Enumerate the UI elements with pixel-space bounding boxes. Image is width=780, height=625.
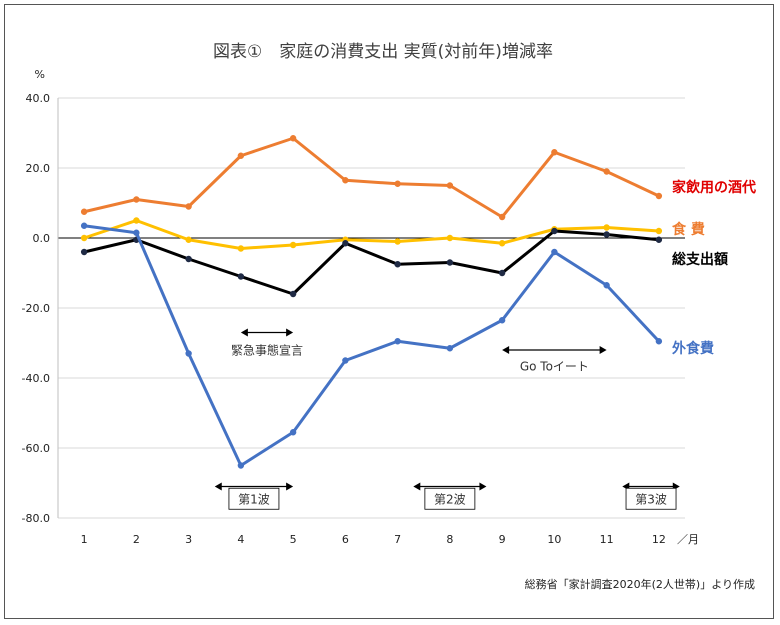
chart-title: 図表① 家庭の消費支出 実質(対前年)増減率 — [213, 42, 553, 62]
chart-frame: 図表① 家庭の消費支出 実質(対前年)増減率 % ／月 総務省「家計調査2020… — [4, 4, 774, 619]
data-point — [394, 238, 401, 245]
annotation: 第3波 — [622, 482, 680, 510]
series-line — [83, 136, 660, 219]
annotation-arrow-head-right — [479, 482, 487, 491]
data-point — [394, 180, 401, 187]
x-tick-label: 3 — [185, 533, 192, 546]
data-point — [551, 149, 558, 156]
x-tick-label: 2 — [133, 533, 140, 546]
data-point — [80, 222, 88, 229]
line-chart: 図表① 家庭の消費支出 実質(対前年)増減率 % ／月 総務省「家計調査2020… — [22, 42, 756, 591]
y-tick-label: -60.0 — [22, 442, 50, 455]
data-point — [551, 227, 558, 235]
y-tick-label: 20.0 — [26, 162, 51, 175]
annotation: 緊急事態宣言 — [231, 328, 303, 358]
x-tick-label: 10 — [547, 533, 561, 546]
data-point — [185, 203, 192, 210]
series-label: 家飲用の酒代 — [672, 179, 756, 196]
data-point — [498, 317, 506, 324]
data-point — [237, 152, 245, 159]
data-point — [603, 224, 610, 231]
x-tick-label: 8 — [446, 533, 453, 546]
data-point — [185, 236, 192, 243]
annotation-arrow-head-right — [286, 482, 294, 491]
data-point — [289, 429, 297, 436]
x-tick-label: 4 — [237, 533, 244, 546]
annotation: 第2波 — [413, 482, 487, 510]
data-point — [80, 248, 88, 256]
data-point — [603, 282, 610, 289]
annotation-label: 緊急事態宣言 — [231, 343, 303, 358]
y-tick-label: -40.0 — [22, 372, 50, 385]
series-label: 総支出額 — [672, 251, 728, 268]
x-tick-label: 9 — [499, 533, 506, 546]
annotation-arrow-head-right — [599, 346, 607, 354]
y-tick-label: -20.0 — [22, 302, 50, 315]
y-tick-label: 40.0 — [26, 92, 51, 105]
data-point — [446, 182, 454, 189]
x-tick-label: 12 — [652, 533, 666, 546]
data-point — [289, 135, 297, 142]
data-point — [80, 234, 88, 242]
data-point — [498, 213, 506, 221]
data-point — [133, 196, 140, 203]
data-point — [185, 255, 192, 263]
x-axis-unit: ／月 — [677, 533, 699, 546]
data-point — [289, 241, 297, 249]
series-line — [83, 224, 660, 467]
data-point — [80, 208, 88, 215]
data-point — [446, 345, 454, 352]
annotation-arrow-head-left — [502, 346, 510, 354]
data-point — [655, 236, 663, 243]
y-tick-label: 0.0 — [33, 232, 51, 245]
data-point — [342, 240, 349, 247]
data-point — [655, 338, 663, 345]
data-point — [498, 240, 506, 247]
data-point — [394, 338, 401, 345]
annotation-arrow-head-right — [286, 328, 294, 337]
data-point — [603, 231, 610, 238]
data-point — [342, 177, 349, 184]
data-point — [185, 350, 192, 357]
series-line — [83, 219, 659, 250]
data-point — [133, 229, 140, 236]
data-point — [237, 273, 245, 280]
annotation-label: 第3波 — [635, 492, 667, 506]
data-point — [551, 248, 558, 256]
data-point — [237, 462, 245, 469]
data-point — [603, 168, 610, 175]
data-point — [237, 245, 245, 252]
y-tick-label: -80.0 — [22, 512, 50, 525]
annotation-box — [424, 487, 476, 510]
x-tick-label: 6 — [342, 533, 349, 546]
x-tick-label: 7 — [394, 533, 401, 546]
annotation-arrow-head-left — [214, 482, 222, 491]
data-point — [498, 269, 506, 277]
annotation-arrow-head-left — [240, 328, 248, 337]
annotation-label: 第2波 — [434, 492, 466, 506]
source-note: 総務省「家計調査2020年(2人世帯)」より作成 — [525, 577, 755, 591]
data-point — [655, 227, 663, 235]
data-point — [342, 357, 349, 364]
annotation-box — [625, 487, 677, 510]
data-point — [394, 261, 401, 268]
series-label: 外食費 — [672, 340, 714, 357]
y-axis-unit: % — [35, 68, 45, 81]
data-point — [133, 217, 140, 224]
data-point — [655, 192, 663, 200]
x-tick-label: 5 — [290, 533, 297, 546]
x-tick-label: 11 — [600, 533, 614, 546]
x-tick-label: 1 — [81, 533, 88, 546]
series-line — [83, 229, 660, 296]
annotation: Go Toイート — [502, 346, 607, 373]
series-label: 食 費 — [672, 221, 705, 238]
annotation: 第1波 — [214, 482, 294, 510]
data-point — [289, 290, 297, 298]
annotation-label: 第1波 — [238, 492, 270, 506]
data-point — [446, 234, 454, 242]
annotation-box — [228, 487, 280, 510]
annotation-arrow-head-left — [413, 482, 421, 491]
data-point — [446, 259, 454, 266]
annotation-label: Go Toイート — [520, 359, 589, 373]
